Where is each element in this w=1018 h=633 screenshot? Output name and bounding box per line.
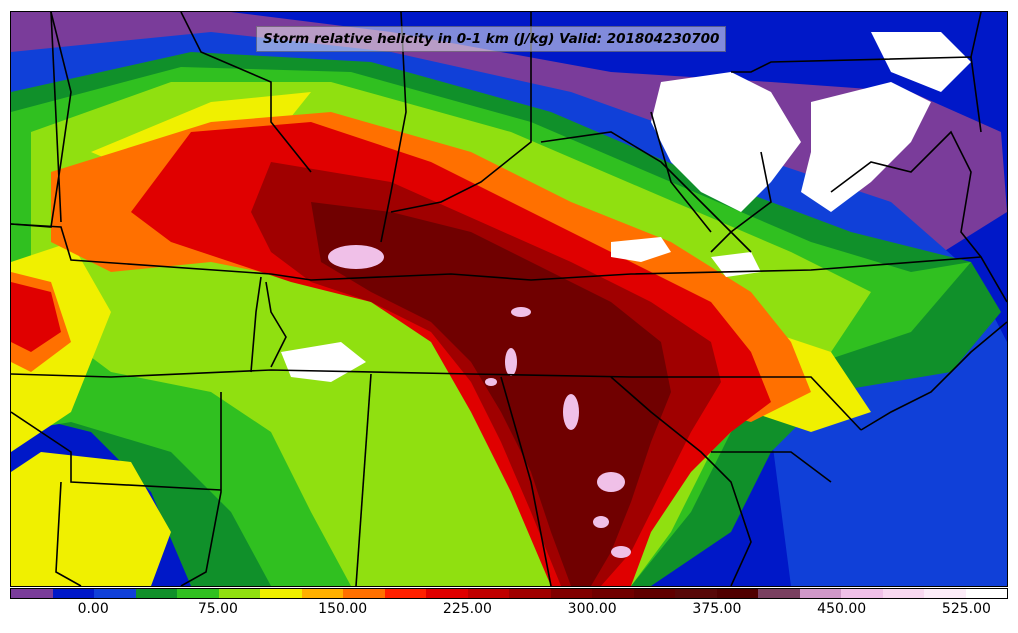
colorbar-segment	[924, 589, 966, 598]
colorbar-segment	[467, 589, 509, 598]
colorbar-segment	[965, 589, 1007, 598]
colorbar	[10, 588, 1008, 599]
colorbar-segment	[384, 589, 426, 598]
map-title: Storm relative helicity in 0-1 km (J/kg)…	[263, 31, 720, 47]
colorbar-segment	[426, 589, 468, 598]
yellow-region	[11, 92, 871, 586]
colorbar-tick-label: 225.00	[442, 601, 492, 617]
maroon-region	[311, 202, 671, 586]
colorbar-segment	[218, 589, 260, 598]
colorbar-segment	[882, 589, 924, 598]
map-frame: Storm relative helicity in 0-1 km (J/kg)…	[10, 11, 1008, 587]
colorbar-segment	[716, 589, 758, 598]
colorbar-ticks: 0.00 75.00 150.00 225.00 300.00 375.00 450.00 5…	[10, 601, 1008, 623]
colorbar-segment	[550, 589, 592, 598]
helicity-map	[11, 12, 1007, 586]
colorbar-segment	[94, 589, 136, 598]
colorbar-tick-label: 375.00	[692, 601, 742, 617]
colorbar-segment	[675, 589, 717, 598]
colorbar-segment	[633, 589, 675, 598]
colorbar-tick-label: 300.00	[567, 601, 617, 617]
colorbar-segment	[177, 589, 219, 598]
white-region	[281, 32, 971, 382]
pink-region	[328, 245, 631, 558]
colorbar-segment	[758, 589, 800, 598]
colorbar-segment	[592, 589, 634, 598]
colorbar-tick-label: 0.00	[77, 601, 109, 617]
colorbar-segment	[509, 589, 551, 598]
colorbar-segment	[301, 589, 343, 598]
colorbar-segment	[799, 589, 841, 598]
colorbar-tick-label: 150.00	[318, 601, 368, 617]
colorbar-segment	[841, 589, 883, 598]
map-title-box: Storm relative helicity in 0-1 km (J/kg)…	[256, 26, 727, 52]
colorbar-segment	[11, 589, 53, 598]
colorbar-tick-label: 75.00	[197, 601, 238, 617]
colorbar-segment	[260, 589, 302, 598]
colorbar-tick-label: 450.00	[817, 601, 867, 617]
colorbar-segment	[52, 589, 94, 598]
colorbar-segment	[135, 589, 177, 598]
colorbar-tick-label: 525.00	[941, 601, 991, 617]
state-borders	[11, 12, 1007, 586]
colorbar-segment	[343, 589, 385, 598]
